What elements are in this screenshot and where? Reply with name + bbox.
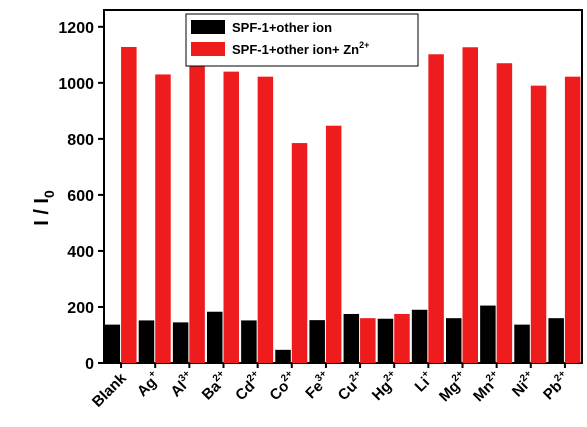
bar-series2 (428, 54, 444, 364)
bar-series2 (496, 63, 513, 363)
bar-series2 (155, 74, 171, 363)
x-tick-label: Li+ (410, 368, 437, 395)
x-tick-label: Fe3+ (301, 368, 335, 402)
bar-series1 (343, 313, 360, 363)
x-tick-label: Mn2+ (469, 368, 506, 405)
bar-series1 (514, 324, 530, 363)
bar-series2 (530, 85, 547, 364)
bar-series2 (564, 76, 581, 363)
x-tick-label: Ba2+ (197, 368, 232, 403)
x-tick-label: Ag+ (132, 368, 164, 400)
y-tick-label: 400 (67, 244, 94, 261)
legend-swatch (191, 42, 225, 56)
x-tick-label: Cu2+ (333, 368, 369, 404)
y-tick-label: 1200 (58, 20, 94, 37)
x-axis-labels: Blank Ag+Al3+Ba2+Cd2+Co2+Fe3+Cu2+Hg2+ Li+M… (89, 363, 574, 411)
y-tick-label: 200 (67, 300, 94, 317)
y-axis-label: I / I0 (31, 190, 57, 226)
bar-series1 (275, 349, 291, 363)
plot-frame (103, 9, 583, 364)
bar-series1 (446, 318, 462, 363)
y-tick-label: 0 (85, 356, 94, 373)
bar-series1 (104, 324, 121, 363)
bar-series1 (377, 318, 394, 363)
y-tick-label: 1000 (58, 76, 94, 93)
x-tick-label: Ni2+ (508, 368, 540, 400)
bar-series2 (462, 47, 478, 364)
y-tick-label: 600 (67, 188, 94, 205)
bar-series2 (257, 76, 274, 363)
x-tick-label: Mg2+ (435, 368, 472, 405)
bar-series2 (189, 58, 205, 363)
plot-axes (103, 9, 583, 364)
bar-series2 (360, 318, 376, 363)
y-axis-ticks: 0 200 400 600 800 1000 1200 (58, 20, 104, 373)
bar-series1 (241, 320, 257, 363)
x-tick-label: Blank (89, 369, 130, 410)
legend: SPF-1+other ion SPF-1+other ion+ Zn2+ (185, 13, 419, 67)
bar-series1 (172, 322, 189, 363)
x-tick-label: Al3+ (166, 368, 198, 400)
bar-series2 (291, 143, 308, 363)
bar-series2 (325, 125, 342, 363)
bar-series2 (121, 46, 137, 363)
legend-box (185, 13, 419, 67)
x-tick-label: Cd2+ (231, 368, 267, 404)
legend-label: SPF-1+other ion+ Zn2+ (232, 40, 369, 57)
bar-series1 (207, 311, 223, 363)
bar-series1 (411, 309, 428, 363)
y-tick-label: 800 (67, 132, 94, 149)
bar-series2 (394, 313, 410, 363)
x-tick-label: Hg2+ (367, 368, 403, 404)
bar-series1 (309, 320, 325, 363)
legend-swatch (191, 20, 225, 34)
bar-group (104, 46, 581, 364)
legend-label: SPF-1+other ion (232, 20, 332, 35)
bar-series1 (548, 318, 564, 363)
bar-series1 (138, 320, 155, 363)
bar-series2 (223, 71, 239, 363)
x-tick-label: Co2+ (265, 368, 301, 404)
x-tick-label: Pb2+ (539, 368, 574, 403)
bar-series1 (480, 305, 496, 363)
